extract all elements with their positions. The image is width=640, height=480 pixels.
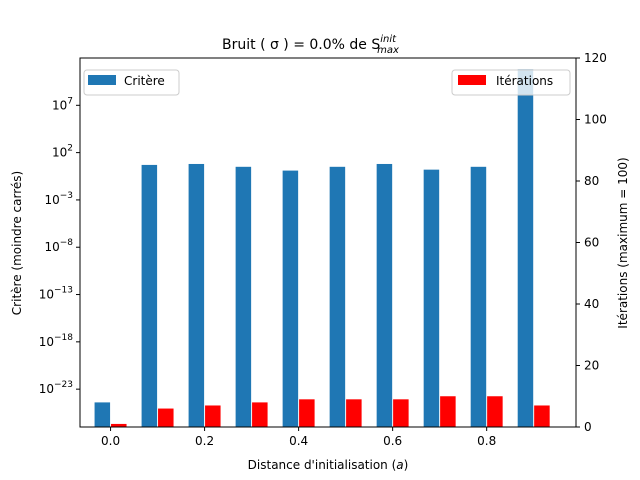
right-tick-label: 20 — [584, 359, 599, 373]
iterations-bar-0 — [111, 423, 127, 427]
critere-bar-8 — [470, 166, 487, 427]
legend-iterations-label: Itérations — [496, 74, 553, 88]
left-y-axis-label: Critère (moindre carrés) — [10, 171, 24, 315]
x-tick-label: 0.6 — [383, 434, 402, 448]
left-tick-label: 10−3 — [44, 191, 73, 207]
right-tick-label: 120 — [584, 51, 607, 65]
right-y-axis-label: Itérations (maximum = 100) — [616, 157, 630, 328]
legend-critere-label: Critère — [124, 74, 165, 88]
legend-critere: Critère — [83, 69, 180, 96]
iterations-bar-6 — [393, 399, 409, 427]
right-tick-label: 80 — [584, 174, 599, 188]
x-tick-label: 0.8 — [477, 434, 496, 448]
critere-bars — [94, 69, 534, 428]
critere-bar-6 — [376, 163, 393, 427]
iterations-bar-1 — [158, 408, 174, 427]
right-tick-label: 0 — [584, 420, 592, 434]
right-tick-label: 100 — [584, 113, 607, 127]
critere-bar-1 — [141, 164, 158, 428]
iterations-bar-2 — [205, 405, 221, 427]
iterations-bar-8 — [487, 396, 503, 427]
right-axis-ticks: 0 20 40 60 80 100 120 — [576, 51, 607, 434]
right-tick-label: 40 — [584, 297, 599, 311]
left-tick-label: 10−8 — [44, 238, 73, 254]
iterations-bar-5 — [346, 399, 362, 427]
legend-iterations: Itérations — [451, 69, 571, 96]
legend-critere-swatch — [88, 75, 116, 85]
iterations-bars — [111, 396, 550, 427]
left-tick-label: 10−18 — [39, 333, 74, 349]
x-tick-label: 0.2 — [195, 434, 214, 448]
left-tick-label: 102 — [52, 144, 73, 160]
legend-iterations-swatch — [458, 75, 486, 85]
left-axis-ticks: 10−23 10−18 10−13 10−8 10−3 102 107 — [39, 96, 80, 396]
right-tick-label: 60 — [584, 236, 599, 250]
x-tick-label: 0.4 — [289, 434, 308, 448]
iterations-bar-3 — [252, 402, 268, 427]
critere-bar-3 — [235, 166, 252, 427]
iterations-bar-9 — [534, 405, 550, 427]
iterations-bar-7 — [440, 396, 456, 427]
critere-bar-4 — [282, 170, 299, 427]
critere-bar-9 — [517, 69, 534, 427]
x-tick-label: 0.0 — [101, 434, 120, 448]
critere-bar-0 — [94, 402, 111, 427]
critere-bar-2 — [188, 163, 205, 427]
x-axis-label: Distance d'initialisation (a) — [248, 458, 409, 472]
chart-title: Bruit ( σ ) = 0.0% de Sinit max — [222, 34, 399, 56]
left-tick-label: 10−13 — [39, 286, 73, 302]
iterations-bar-4 — [299, 399, 315, 427]
left-tick-label: 107 — [52, 96, 73, 112]
critere-bar-7 — [423, 169, 440, 427]
left-tick-label: 10−23 — [39, 380, 73, 396]
x-axis-ticks: 0.0 0.2 0.4 0.6 0.8 — [101, 427, 496, 448]
critere-bar-5 — [329, 166, 346, 427]
